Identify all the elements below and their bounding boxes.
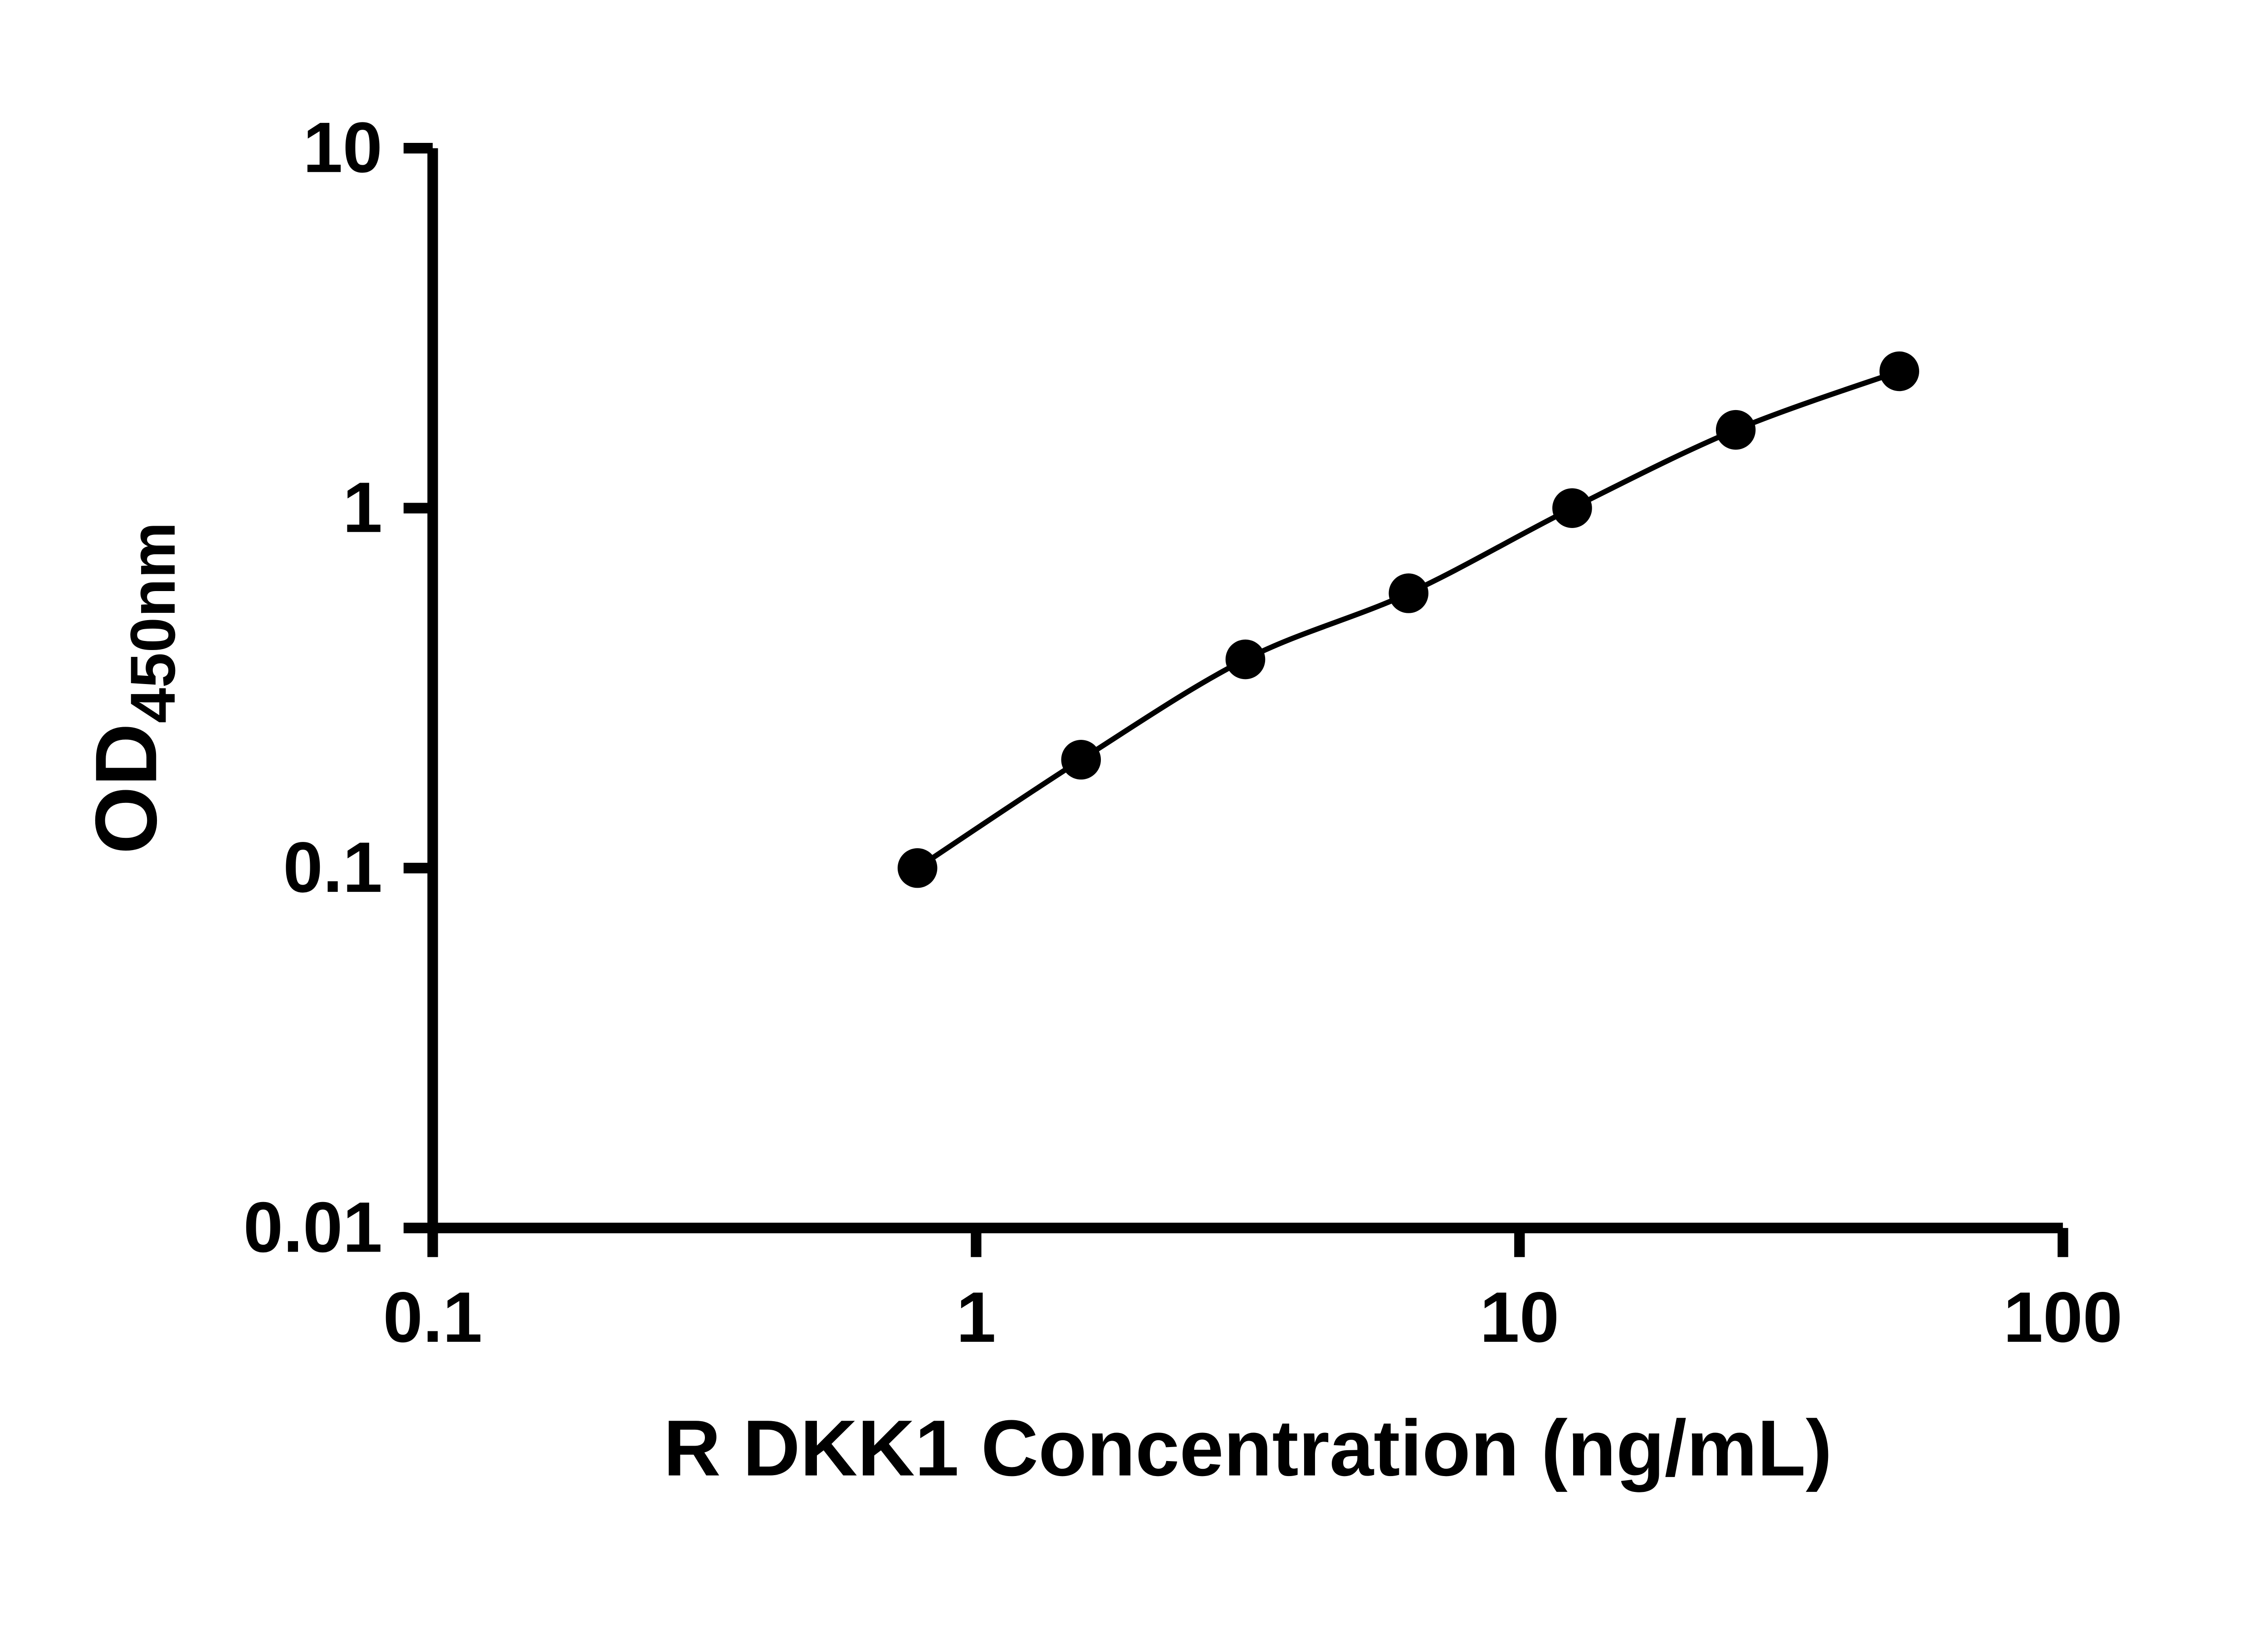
x-tick-label: 100 — [2003, 1277, 2122, 1357]
y-tick-label: 10 — [303, 108, 382, 187]
x-tick-label: 10 — [1480, 1277, 1559, 1357]
chart-page: R DKK1 Concentration (ng/mL) OD450nm 0.1… — [77, 108, 2123, 1493]
y-axis-title-main: OD — [77, 723, 175, 854]
standard-curve-chart: R DKK1 Concentration (ng/mL) OD450nm 0.1… — [77, 108, 2123, 1493]
data-point — [897, 848, 938, 888]
y-tick-label: 0.01 — [243, 1188, 382, 1267]
data-point — [1061, 740, 1101, 780]
y-tick-label: 0.1 — [283, 827, 382, 907]
y-tick-label: 1 — [342, 468, 382, 548]
data-point — [1716, 410, 1756, 450]
data-point — [1552, 488, 1592, 528]
data-point — [1388, 573, 1429, 613]
curve-line — [916, 369, 1901, 870]
y-axis-title: OD450nm — [77, 522, 188, 854]
x-axis-title: R DKK1 Concentration (ng/mL) — [664, 1404, 1833, 1493]
x-tick-label: 0.1 — [383, 1277, 482, 1357]
data-point — [1879, 351, 1919, 391]
data-point — [1225, 639, 1266, 680]
x-tick-label: 1 — [956, 1277, 996, 1357]
y-axis-title-sub: 450nm — [117, 522, 188, 724]
